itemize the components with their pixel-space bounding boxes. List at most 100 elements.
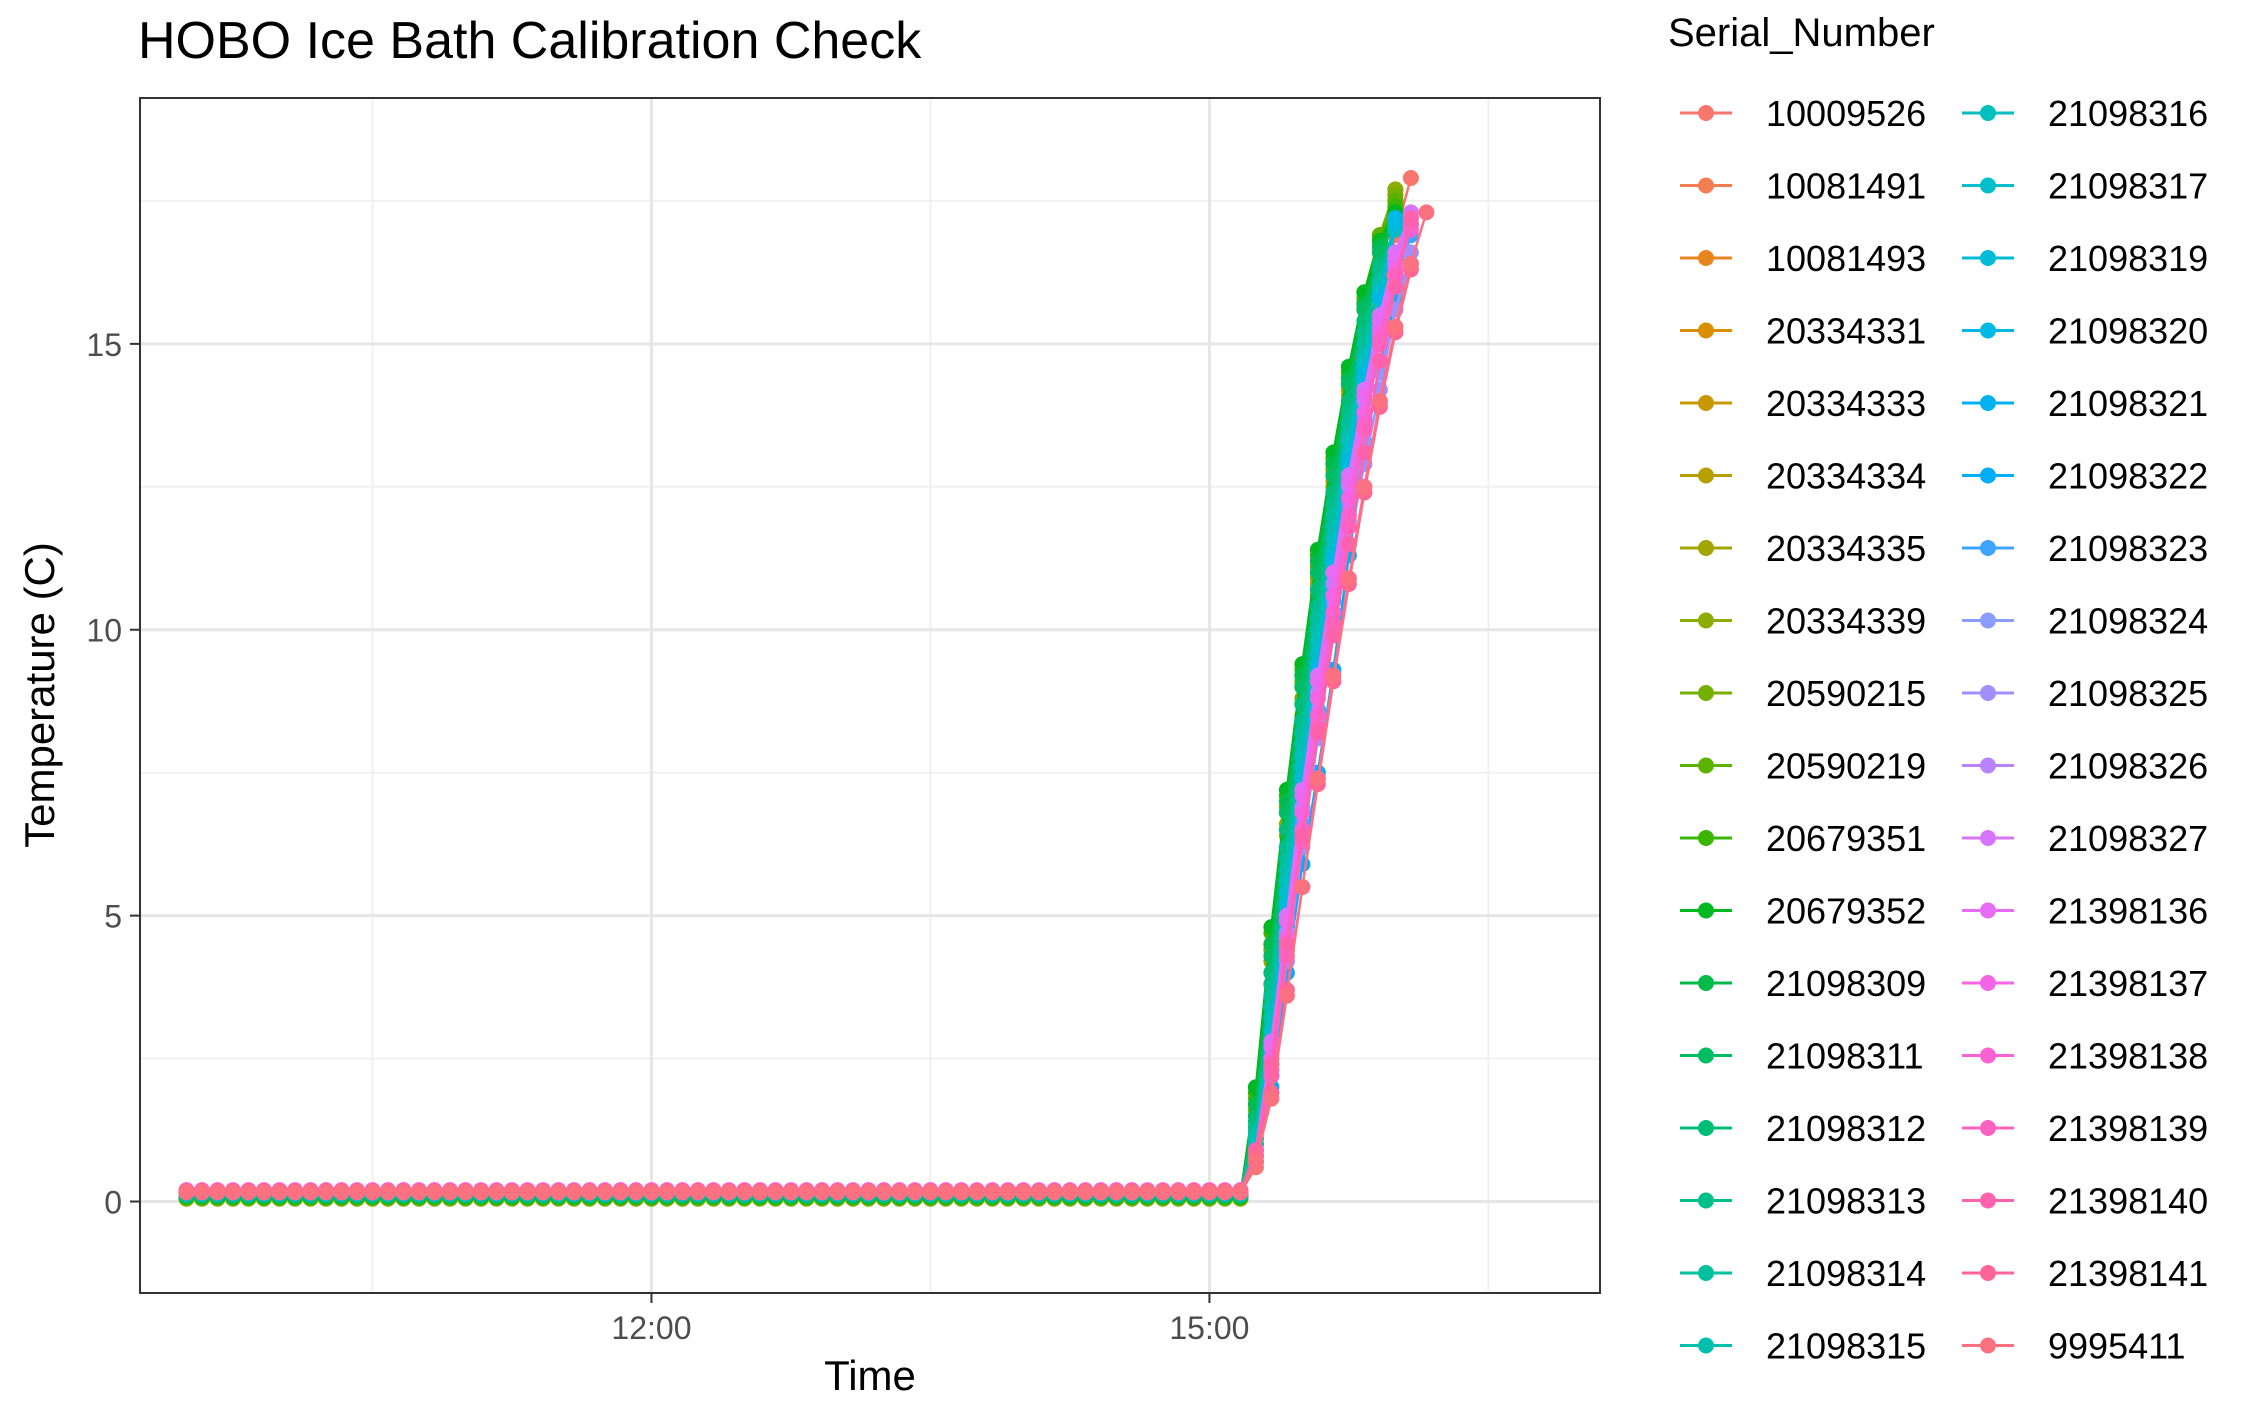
legend-label: 21098324 [2048,601,2208,642]
baseline-point [380,1184,396,1201]
legend-key-point [1698,105,1714,121]
legend-item-21398138: 21398138 [1962,1036,2208,1077]
legend-label: 10081493 [1766,238,1926,279]
ramp-point [1247,1153,1264,1170]
legend-label: 21098311 [1766,1036,1924,1077]
series-layer [178,170,1435,1207]
baseline-point [519,1184,536,1201]
legend-item-20590219: 20590219 [1680,746,1926,787]
legend-label: 21398139 [2048,1108,2208,1149]
legend-item-21098315: 21098315 [1680,1326,1926,1367]
legend-label: 21398137 [2048,963,2208,1004]
legend: Serial_Number 10009526 10081491 10081493 20… [1668,11,2208,1367]
legend-label: 21098326 [2048,746,2208,787]
baseline-point [395,1184,412,1201]
baseline-point [783,1184,799,1201]
legend-label: 21398141 [2048,1253,2208,1294]
baseline-point [1154,1184,1171,1201]
legend-key-point [1980,902,1996,919]
ramp-point [1325,667,1342,684]
legend-label: 21098322 [2048,456,2208,497]
legend-key-point [1698,1265,1714,1281]
baseline-point [829,1184,846,1201]
legend-label: 21098316 [2048,93,2208,134]
legend-key-point [1698,395,1714,411]
legend-label: 20590219 [1766,746,1926,787]
legend-label: 9995411 [2048,1326,2185,1367]
baseline-point [705,1184,722,1201]
chart-title: HOBO Ice Bath Calibration Check [138,12,922,70]
legend-label: 10081491 [1766,166,1926,207]
baseline-point [953,1184,970,1201]
legend-key-point [1698,757,1714,774]
ramp-point [1371,393,1388,409]
legend-item-21098322: 21098322 [1962,456,2208,497]
baseline-point [674,1184,691,1201]
legend-key-point [1980,105,1996,121]
legend-label: 20590215 [1766,673,1926,714]
baseline-point [659,1184,675,1201]
legend-label: 21398138 [2048,1036,2208,1077]
baseline-point [178,1184,195,1201]
ramp-point [1294,827,1311,844]
ramp-point [1387,210,1404,227]
baseline-point [1108,1184,1125,1201]
baseline-point [1061,1184,1078,1201]
ramp-point [1294,879,1311,895]
legend-item-20590215: 20590215 [1680,673,1926,714]
legend-key-point [1980,1265,1996,1281]
baseline-point [442,1184,458,1201]
legend-item-20334339: 20334339 [1680,601,1926,642]
y-tick-label: 5 [104,899,122,935]
baseline-point [690,1184,706,1201]
baseline-point [1185,1184,1202,1201]
y-tick-label: 10 [86,613,122,649]
baseline-point [906,1184,923,1201]
legend-key-point [1698,467,1714,484]
baseline-point [721,1184,737,1201]
legend-item-21398139: 21398139 [1962,1108,2208,1149]
legend-item-21098323: 21098323 [1962,528,2208,569]
ramp-point [1278,987,1295,1004]
legend-item-20679351: 20679351 [1680,818,1926,859]
baseline-point [1201,1184,1218,1201]
ramp-point [1325,616,1342,632]
legend-item-21098320: 21098320 [1962,311,2208,352]
baseline-point [1139,1184,1156,1201]
ramp-point [1340,570,1357,587]
legend-item-21098321: 21098321 [1962,383,2208,424]
baseline-point [473,1184,489,1201]
baseline-point [209,1184,226,1201]
legend-item-20334331: 20334331 [1680,311,1926,352]
baseline-point [504,1184,520,1201]
baseline-point [581,1184,598,1201]
x-tick-label: 12:00 [611,1310,691,1346]
legend-key-point [1698,1192,1714,1209]
legend-label: 21098314 [1766,1253,1926,1294]
baseline-point [364,1184,381,1201]
legend-item-20334334: 20334334 [1680,456,1926,497]
legend-item-10081493: 10081493 [1680,238,1926,279]
legend-key-point [1980,757,1996,774]
legend-label: 20334333 [1766,383,1926,424]
legend-key-point [1980,1337,1996,1354]
ramp-point [1309,724,1326,741]
baseline-point [457,1184,474,1201]
legend-key-point [1980,830,1996,846]
legend-label: 21398140 [2048,1181,2208,1222]
legend-key-point [1980,685,1996,701]
baseline-point [1030,1184,1047,1201]
ramp-point [1309,770,1326,787]
legend-label: 20334331 [1766,311,1926,352]
y-tick-label: 15 [86,327,122,363]
legend-key-point [1980,467,1996,484]
legend-key-point [1698,540,1714,556]
ramp-point [1387,318,1404,335]
baseline-point [922,1184,939,1201]
legend-label: 21098321 [2048,383,2208,424]
legend-item-10081491: 10081491 [1680,166,1926,207]
legend-key-point [1698,177,1714,194]
baseline-point [256,1184,272,1201]
legend-item-21098313: 21098313 [1680,1181,1926,1222]
